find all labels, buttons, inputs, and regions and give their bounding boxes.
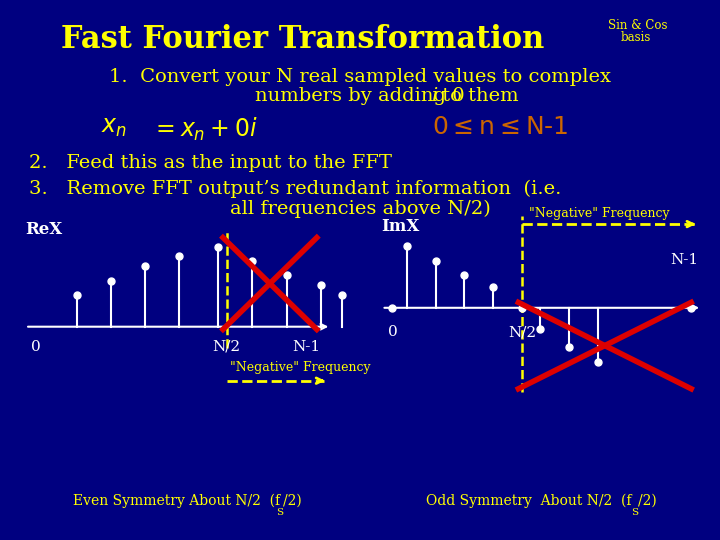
Text: $0 \leq \mathrm{n} \leq \mathrm{N\text{-}1}$: $0 \leq \mathrm{n} \leq \mathrm{N\text{-… xyxy=(432,116,569,139)
Text: 1.  Convert your N real sampled values to complex: 1. Convert your N real sampled values to… xyxy=(109,68,611,85)
Text: ImX: ImX xyxy=(382,218,420,235)
Text: N-1: N-1 xyxy=(670,253,698,267)
Text: /2): /2) xyxy=(283,494,302,508)
Text: i: i xyxy=(431,87,437,105)
Text: /2): /2) xyxy=(638,494,657,508)
Text: N-1: N-1 xyxy=(292,340,320,354)
Text: basis: basis xyxy=(621,31,651,44)
Text: S: S xyxy=(631,508,639,517)
Text: ReX: ReX xyxy=(25,221,63,238)
Text: 2.   Feed this as the input to the FFT: 2. Feed this as the input to the FFT xyxy=(29,154,392,172)
Text: 0: 0 xyxy=(387,325,397,339)
Text: Odd Symmetry  About N/2  (f: Odd Symmetry About N/2 (f xyxy=(426,493,632,508)
Text: all frequencies above N/2): all frequencies above N/2) xyxy=(230,200,490,218)
Text: "Negative" Frequency: "Negative" Frequency xyxy=(529,207,670,220)
Text: $\mathit{x}_n$: $\mathit{x}_n$ xyxy=(101,116,127,139)
Text: 3.   Remove FFT output’s redundant information  (i.e.: 3. Remove FFT output’s redundant informa… xyxy=(29,179,561,198)
Text: Even Symmetry About N/2  (f: Even Symmetry About N/2 (f xyxy=(73,493,280,508)
Text: N/2: N/2 xyxy=(212,340,240,354)
Text: "Negative" Frequency: "Negative" Frequency xyxy=(230,361,371,374)
Text: S: S xyxy=(276,508,284,517)
Text: N/2: N/2 xyxy=(508,325,536,339)
Text: Sin & Cos: Sin & Cos xyxy=(608,19,668,32)
Text: Fast Fourier Transformation: Fast Fourier Transformation xyxy=(60,24,544,55)
Text: numbers by adding 0: numbers by adding 0 xyxy=(255,87,465,105)
Text: 0: 0 xyxy=(31,340,41,354)
Text: $= \mathit{x}_n + 0i$: $= \mathit{x}_n + 0i$ xyxy=(151,116,258,143)
Text: to them: to them xyxy=(436,87,519,105)
